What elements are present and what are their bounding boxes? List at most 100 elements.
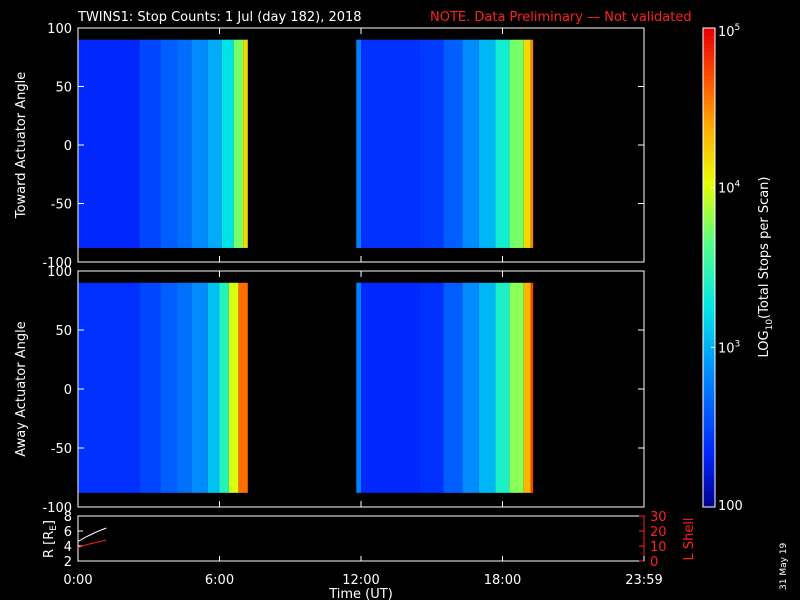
colorbar-gradient-band — [703, 379, 715, 384]
colorbar-gradient-band — [703, 191, 715, 197]
colorbar-gradient-band — [703, 223, 715, 229]
time-axis-label: Time (UT) — [328, 587, 393, 600]
colorbar-gradient-band — [703, 439, 715, 444]
colorbar-gradient-band — [703, 115, 715, 121]
toward-heatmap-column — [207, 39, 222, 248]
colorbar-gradient-band — [703, 103, 715, 109]
away-heatmap-column — [523, 282, 531, 493]
radius-series-line — [77, 527, 107, 542]
colorbar-gradient-band — [703, 315, 715, 320]
toward-heatmap-column — [530, 39, 534, 248]
colorbar-gradient-band — [703, 347, 715, 352]
colorbar-gradient-band — [703, 491, 715, 496]
toward-heatmap-column — [361, 39, 420, 248]
colorbar-gradient-band — [703, 475, 715, 480]
colorbar-gradient-band — [703, 427, 715, 432]
colorbar-gradient-band — [703, 303, 715, 309]
colorbar-gradient-band — [703, 483, 715, 488]
toward-heatmap-column — [139, 39, 161, 248]
toward-heatmap-column — [78, 39, 140, 248]
colorbar-gradient-band — [703, 383, 715, 388]
colorbar-gradient-band — [703, 55, 715, 61]
colorbar-gradient-band — [703, 339, 715, 344]
colorbar-frame — [702, 27, 716, 508]
colorbar-gradient-band — [703, 83, 715, 89]
orbit-right-tick-label: 10 — [650, 540, 667, 555]
away-heatmap-column — [361, 282, 420, 493]
toward-heatmap-column — [478, 39, 496, 248]
away-heatmap-column — [530, 282, 534, 493]
colorbar-gradient-band — [703, 275, 715, 281]
colorbar-gradient-band — [703, 343, 715, 348]
colorbar-tick-label: 104 — [718, 180, 741, 197]
colorbar-gradient-band — [703, 119, 715, 125]
colorbar-gradient-band — [703, 243, 715, 249]
colorbar-gradient-band — [703, 219, 715, 225]
colorbar-gradient-band — [703, 319, 715, 324]
colorbar-gradient-band — [703, 95, 715, 101]
colorbar-gradient-band — [703, 107, 715, 113]
colorbar-gradient-band — [703, 431, 715, 436]
toward-heatmap-column — [160, 39, 178, 248]
orbit-left-tick-label: 8 — [64, 510, 72, 525]
colorbar-gradient-band — [703, 163, 715, 169]
colorbar-tick-label: 100 — [718, 499, 743, 514]
colorbar-gradient-band — [703, 199, 715, 205]
colorbar-gradient-band — [703, 479, 715, 484]
colorbar-gradient-band — [703, 195, 715, 201]
away-heatmap-column — [478, 282, 496, 493]
colorbar-gradient-band — [703, 227, 715, 233]
colorbar-gradient-band — [703, 135, 715, 141]
toward-heatmap-column — [523, 39, 531, 248]
colorbar-gradient-band — [703, 287, 715, 293]
colorbar-gradient-band — [703, 363, 715, 368]
colorbar-gradient-band — [703, 367, 715, 372]
toward-angle-panel: -100 -50 0 50 100 Toward Actuator Angle — [14, 22, 645, 271]
colorbar-gradient-band — [703, 91, 715, 97]
colorbar-gradient-band — [703, 419, 715, 424]
colorbar-gradient-band — [703, 487, 715, 492]
toward-y-tick-label: -100 — [42, 256, 72, 271]
time-tick-label: 12:00 — [342, 573, 379, 588]
colorbar-gradient-band — [703, 335, 715, 340]
colorbar-gradient-band — [703, 51, 715, 57]
colorbar-gradient-band — [703, 79, 715, 85]
away-heatmap-column — [443, 282, 463, 493]
toward-y-tick-label: 100 — [47, 22, 72, 37]
away-y-tick-label: 0 — [64, 383, 72, 398]
colorbar-gradient-band — [703, 59, 715, 65]
toward-y-tick-label: -50 — [51, 198, 72, 213]
toward-heatmap-column — [243, 39, 248, 248]
colorbar-gradient-band — [703, 323, 715, 328]
colorbar-gradient-band — [703, 503, 715, 508]
colorbar-gradient-band — [703, 255, 715, 261]
time-tick-label: 0:00 — [63, 573, 92, 588]
away-heatmap-column — [219, 282, 229, 493]
orbit-left-tick-label: 6 — [64, 525, 72, 540]
colorbar-gradient-band — [703, 331, 715, 336]
colorbar-gradient-band — [703, 423, 715, 428]
colorbar-gradient-band — [703, 231, 715, 237]
orbit-left-axis-label: R [RE] — [42, 520, 59, 558]
lshell-series-line — [77, 539, 107, 548]
colorbar-gradient-band — [703, 39, 715, 45]
figure-title: TWINS1: Stop Counts: 1 Jul (day 182), 20… — [77, 10, 362, 25]
away-heatmap-column — [160, 282, 178, 493]
colorbar-gradient-band — [703, 203, 715, 209]
away-heatmap-column — [228, 282, 239, 493]
orbit-right-tick-label: 20 — [650, 525, 667, 540]
colorbar-gradient-band — [703, 263, 715, 269]
colorbar-gradient-band — [703, 399, 715, 404]
toward-heatmap-column — [462, 39, 479, 248]
colorbar-gradient-band — [703, 371, 715, 376]
colorbar-gradient-band — [703, 123, 715, 129]
colorbar-gradient-band — [703, 271, 715, 277]
colorbar-gradient-band — [703, 215, 715, 221]
colorbar-gradient-band — [703, 299, 715, 305]
colorbar-gradient-band — [703, 495, 715, 500]
preliminary-note: NOTE. Data Preliminary — Not validated — [430, 10, 692, 25]
colorbar-gradient-band — [703, 283, 715, 289]
colorbar-gradient-band — [703, 151, 715, 157]
colorbar-gradient-band — [703, 279, 715, 285]
